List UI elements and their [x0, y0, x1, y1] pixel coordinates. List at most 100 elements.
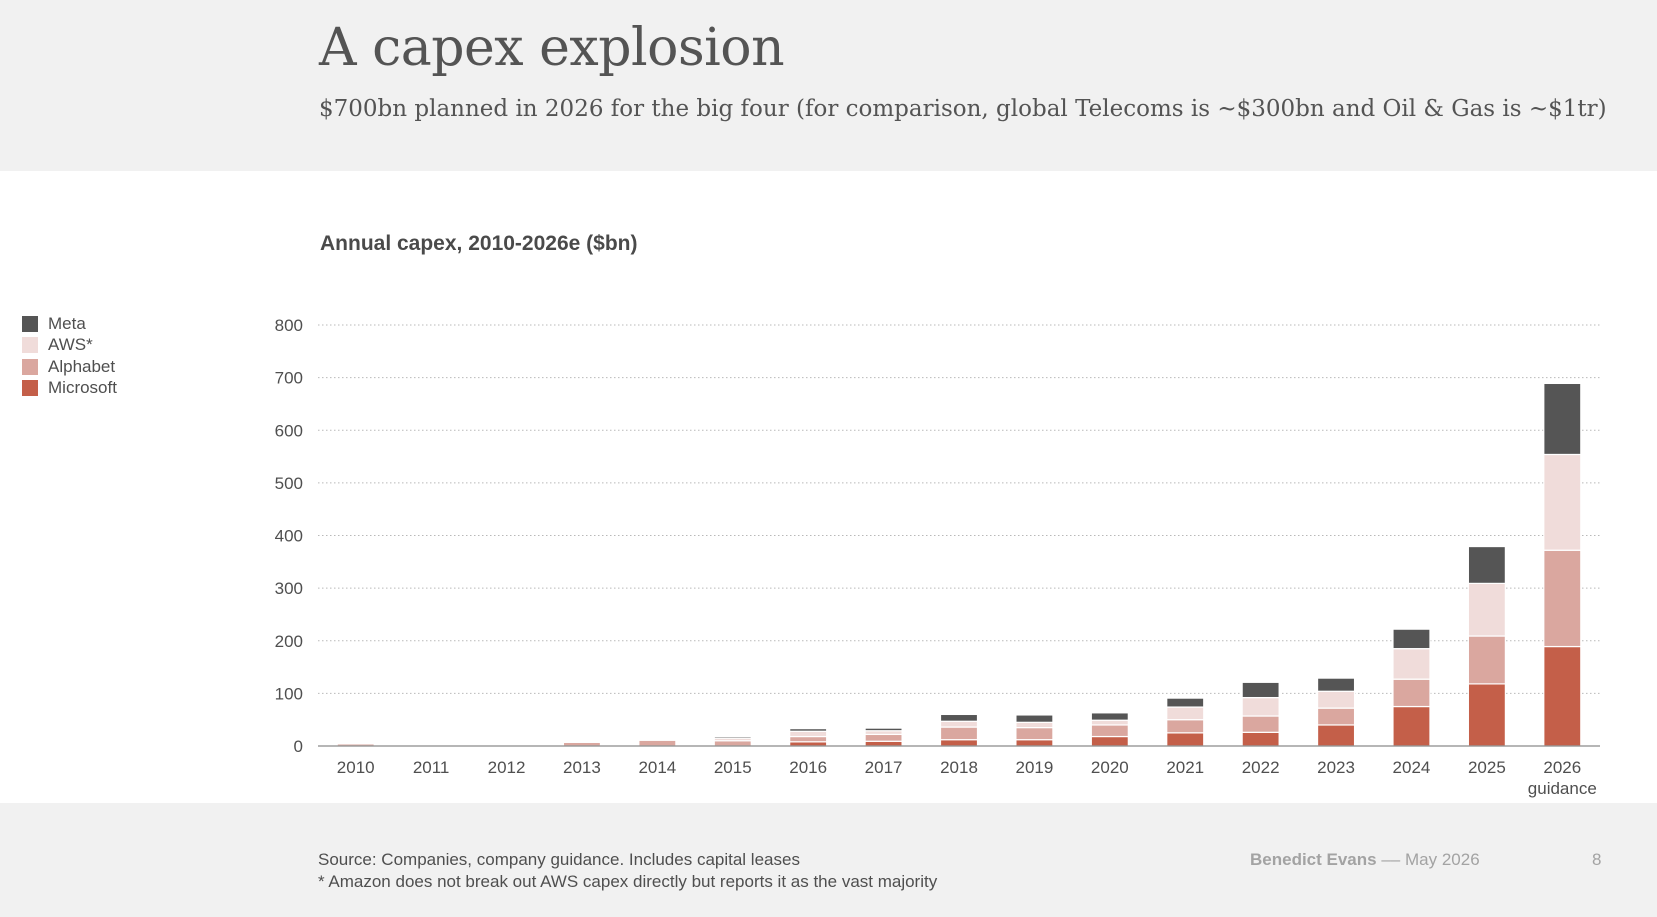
bar-segment-aws-2022 — [1241, 696, 1280, 717]
x-tick-label: 2020 — [1091, 758, 1129, 777]
bar-segment-meta-2024 — [1392, 628, 1431, 650]
bar-segment-meta-2014 — [638, 738, 677, 740]
bar-segment-microsoft-2019 — [1015, 739, 1054, 747]
bar-segment-microsoft-2020 — [1090, 735, 1129, 747]
y-tick-label: 500 — [275, 474, 303, 493]
bar-segment-alphabet-2018 — [939, 726, 979, 741]
bar-segment-microsoft-2018 — [939, 739, 979, 747]
credit-date: May 2026 — [1405, 850, 1480, 869]
page-title: A capex explosion — [319, 18, 785, 78]
x-tick-label: 2011 — [413, 758, 450, 777]
bar-segment-alphabet-2024 — [1392, 678, 1431, 708]
bar-segment-microsoft-2016 — [789, 741, 828, 747]
bar-segment-aws-2021 — [1166, 706, 1205, 721]
bar-segment-alphabet-2022 — [1241, 715, 1280, 733]
bar-segment-alphabet-2015 — [713, 740, 752, 747]
bar-segment-alphabet-2023 — [1316, 707, 1356, 726]
y-tick-label: 600 — [275, 421, 303, 440]
bar-segment-aws-2023 — [1316, 690, 1356, 709]
x-tick-label: 2012 — [488, 758, 526, 777]
credit: Benedict Evans –– May 2026 — [1250, 850, 1480, 870]
x-tick-label: 2015 — [714, 758, 752, 777]
page-number: 8 — [1592, 850, 1602, 869]
bar-segment-alphabet-2017 — [864, 733, 903, 742]
bar-segment-aws-2024 — [1392, 648, 1431, 680]
legend-label-meta: Meta — [48, 313, 86, 333]
y-tick-label: 400 — [275, 527, 303, 546]
x-tick-label: guidance — [1528, 779, 1597, 798]
y-tick-label: 700 — [275, 369, 303, 388]
bar-segment-meta-2025 — [1467, 545, 1506, 584]
bar-segment-alphabet-2021 — [1166, 719, 1205, 734]
header-band: A capex explosion $700bn planned in 2026… — [0, 0, 1657, 171]
capex-chart: 0 100 200 300 400 500 600 700 800 2010 2011 2012 201… — [275, 316, 1600, 798]
page-subtitle: $700bn planned in 2026 for the big four … — [319, 96, 1607, 122]
bar-segment-aws-2016 — [789, 730, 828, 738]
bar-segment-aws-2026 — [1543, 453, 1582, 551]
bar-segment-alphabet-2020 — [1090, 724, 1129, 738]
legend-swatch-meta — [22, 315, 38, 332]
bar-segment-meta-2023 — [1316, 677, 1356, 692]
legend-label-alphabet: Alphabet — [48, 356, 116, 376]
legend-item-meta: Meta — [22, 313, 117, 335]
bar-segment-alphabet-2025 — [1467, 635, 1506, 685]
legend-swatch-microsoft — [22, 380, 38, 397]
y-tick-label: 100 — [275, 684, 303, 703]
bar-segment-alphabet-2019 — [1015, 726, 1054, 741]
bar-segment-meta-2019 — [1015, 714, 1054, 723]
x-tick-label: 2014 — [638, 758, 676, 777]
bar-segment-alphabet-2016 — [789, 735, 828, 743]
legend-item-alphabet: Alphabet — [22, 356, 117, 378]
bar-segment-microsoft-2025 — [1467, 683, 1506, 747]
bar-segment-aws-2018 — [939, 720, 979, 728]
source-note: Source: Companies, company guidance. Inc… — [318, 849, 937, 893]
x-tick-label: 2025 — [1468, 758, 1506, 777]
bar-segment-microsoft-2024 — [1392, 705, 1431, 747]
bar-segment-aws-2025 — [1467, 582, 1506, 637]
y-tick-label: 800 — [275, 316, 303, 335]
bar-segment-microsoft-2022 — [1241, 731, 1280, 747]
credit-separator: –– — [1381, 850, 1401, 869]
x-tick-label: 2016 — [789, 758, 827, 777]
bar-segment-microsoft-2026 — [1543, 645, 1582, 747]
bar-segment-meta-2021 — [1166, 697, 1205, 708]
author-name: Benedict Evans — [1250, 850, 1377, 869]
footer-band: Source: Companies, company guidance. Inc… — [0, 803, 1657, 917]
bar-segment-microsoft-2017 — [864, 740, 903, 747]
bar-segment-meta-2015 — [713, 735, 752, 739]
bar-segment-microsoft-2021 — [1166, 732, 1205, 747]
x-tick-label: 2021 — [1166, 758, 1204, 777]
y-tick-label: 200 — [275, 632, 303, 651]
legend-swatch-alphabet — [22, 358, 38, 375]
source-line: Source: Companies, company guidance. Inc… — [318, 850, 800, 869]
x-tick-label: 2013 — [563, 758, 601, 777]
bar-segment-aws-2019 — [1015, 721, 1054, 729]
chart-legend: Meta AWS* Alphabet Microsoft — [22, 313, 117, 399]
bar-segment-meta-2016 — [789, 728, 828, 732]
chart-title: Annual capex, 2010-2026e ($bn) — [320, 232, 638, 255]
x-tick-label: 2026 — [1543, 758, 1581, 777]
bar-segment-aws-2020 — [1090, 719, 1129, 726]
legend-label-aws: AWS* — [48, 335, 93, 355]
bar-segment-meta-2018 — [939, 713, 979, 722]
bar-segment-meta-2022 — [1241, 681, 1280, 699]
bar-segment-alphabet-2014 — [638, 739, 677, 747]
y-tick-label: 0 — [294, 737, 303, 756]
bar-segment-aws-2010 — [336, 742, 375, 745]
y-tick-label: 300 — [275, 579, 303, 598]
bar-segment-microsoft-2023 — [1316, 724, 1356, 747]
legend-item-microsoft: Microsoft — [22, 378, 117, 400]
x-tick-label: 2022 — [1242, 758, 1280, 777]
footnote-line: * Amazon does not break out AWS capex di… — [318, 872, 938, 891]
x-tick-label: 2024 — [1393, 758, 1431, 777]
bar-segment-aws-2013 — [562, 740, 602, 743]
x-tick-label: 2018 — [940, 758, 978, 777]
bar-segment-alphabet-2026 — [1543, 549, 1582, 648]
x-tick-label: 2023 — [1317, 758, 1355, 777]
legend-item-aws: AWS* — [22, 335, 117, 357]
x-tick-label: 2017 — [865, 758, 903, 777]
legend-label-microsoft: Microsoft — [48, 378, 117, 398]
bar-segment-meta-2026 — [1543, 382, 1582, 456]
legend-swatch-aws — [22, 337, 38, 354]
x-tick-label: 2010 — [337, 758, 375, 777]
